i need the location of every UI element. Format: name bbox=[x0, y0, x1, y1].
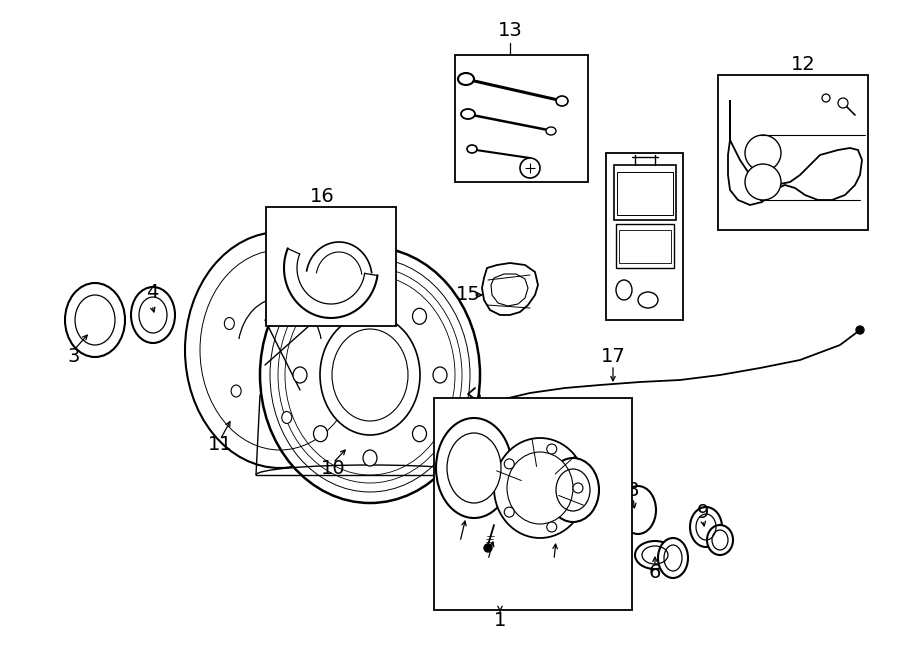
Text: 12: 12 bbox=[790, 56, 815, 75]
Ellipse shape bbox=[412, 308, 427, 325]
Ellipse shape bbox=[507, 452, 573, 524]
Ellipse shape bbox=[231, 385, 241, 397]
Ellipse shape bbox=[504, 459, 514, 469]
Text: 9: 9 bbox=[697, 504, 709, 522]
Text: 10: 10 bbox=[320, 459, 346, 477]
Ellipse shape bbox=[504, 507, 514, 517]
Ellipse shape bbox=[707, 525, 733, 555]
Ellipse shape bbox=[433, 367, 447, 383]
Polygon shape bbox=[728, 100, 862, 205]
Ellipse shape bbox=[547, 458, 599, 522]
Text: 13: 13 bbox=[498, 20, 522, 40]
Ellipse shape bbox=[638, 292, 658, 308]
Ellipse shape bbox=[745, 135, 781, 171]
Ellipse shape bbox=[484, 544, 492, 552]
Ellipse shape bbox=[185, 232, 375, 468]
Bar bbox=[606, 153, 683, 320]
Polygon shape bbox=[482, 263, 538, 315]
Ellipse shape bbox=[65, 283, 125, 357]
Ellipse shape bbox=[520, 158, 540, 178]
Ellipse shape bbox=[822, 94, 830, 102]
Ellipse shape bbox=[326, 370, 336, 383]
Ellipse shape bbox=[363, 450, 377, 466]
Text: 11: 11 bbox=[208, 436, 232, 455]
Ellipse shape bbox=[412, 426, 427, 442]
Text: 7: 7 bbox=[548, 557, 560, 576]
Polygon shape bbox=[491, 274, 528, 306]
Ellipse shape bbox=[467, 145, 477, 153]
Ellipse shape bbox=[616, 280, 632, 300]
Ellipse shape bbox=[363, 284, 377, 300]
Polygon shape bbox=[619, 230, 671, 263]
Ellipse shape bbox=[260, 247, 480, 503]
Text: 2: 2 bbox=[482, 557, 494, 576]
Polygon shape bbox=[616, 224, 674, 268]
Ellipse shape bbox=[620, 486, 656, 534]
Bar bbox=[266, 207, 396, 326]
Text: 1: 1 bbox=[494, 611, 506, 629]
Text: 6: 6 bbox=[649, 563, 662, 582]
Ellipse shape bbox=[546, 444, 557, 454]
Ellipse shape bbox=[268, 276, 278, 288]
Text: 16: 16 bbox=[310, 186, 335, 206]
Text: 17: 17 bbox=[600, 348, 626, 366]
Text: 5: 5 bbox=[452, 539, 464, 557]
Polygon shape bbox=[617, 172, 673, 215]
Ellipse shape bbox=[282, 412, 292, 424]
Ellipse shape bbox=[658, 538, 688, 578]
Ellipse shape bbox=[745, 164, 781, 200]
Polygon shape bbox=[614, 165, 676, 220]
Ellipse shape bbox=[461, 109, 475, 119]
Ellipse shape bbox=[313, 426, 328, 442]
Ellipse shape bbox=[447, 433, 501, 503]
Circle shape bbox=[856, 326, 864, 334]
Ellipse shape bbox=[838, 98, 848, 108]
Ellipse shape bbox=[546, 127, 556, 135]
Bar bbox=[718, 75, 868, 230]
Text: 3: 3 bbox=[68, 346, 80, 366]
Ellipse shape bbox=[690, 507, 722, 547]
Ellipse shape bbox=[546, 522, 557, 532]
Text: 14: 14 bbox=[637, 173, 662, 192]
Ellipse shape bbox=[319, 303, 328, 315]
Text: 8: 8 bbox=[626, 481, 639, 500]
Text: 4: 4 bbox=[146, 284, 158, 303]
Bar bbox=[455, 55, 588, 182]
Ellipse shape bbox=[635, 541, 675, 569]
Ellipse shape bbox=[573, 483, 583, 493]
Text: 15: 15 bbox=[455, 286, 481, 305]
Ellipse shape bbox=[320, 315, 420, 435]
Ellipse shape bbox=[313, 308, 328, 325]
Ellipse shape bbox=[224, 317, 234, 330]
Bar bbox=[434, 398, 632, 610]
Ellipse shape bbox=[293, 367, 307, 383]
Ellipse shape bbox=[494, 438, 586, 538]
Ellipse shape bbox=[436, 418, 512, 518]
Ellipse shape bbox=[556, 96, 568, 106]
Ellipse shape bbox=[458, 73, 474, 85]
Ellipse shape bbox=[131, 287, 175, 343]
